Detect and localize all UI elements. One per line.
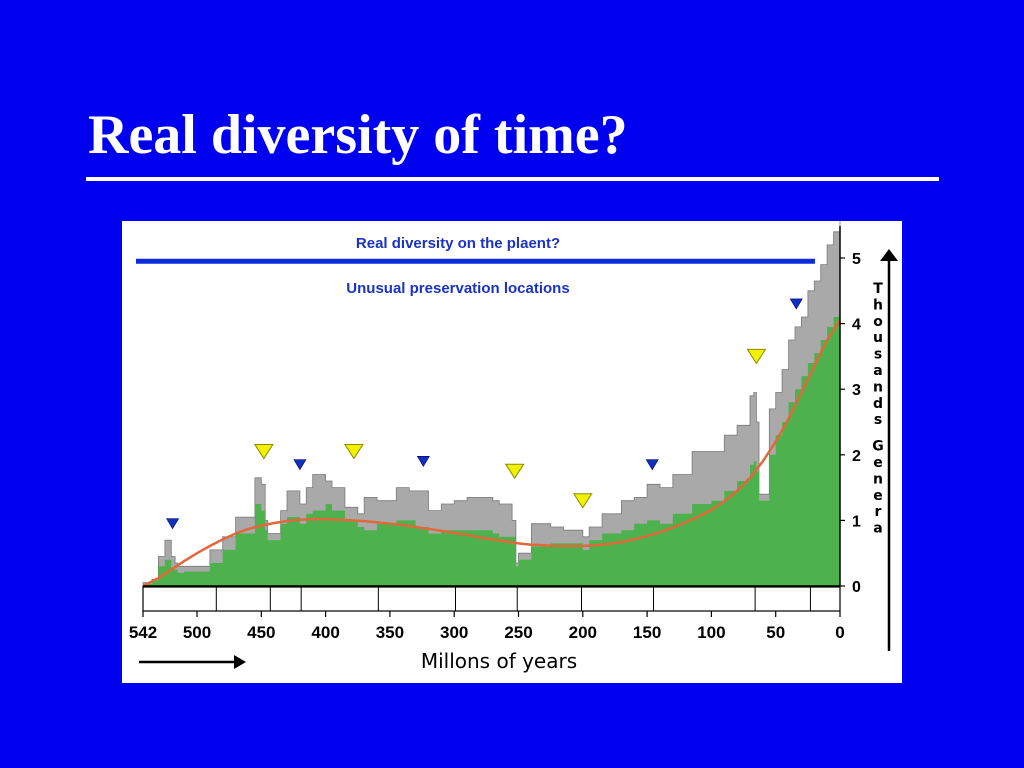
y-axis-label-letter: n — [873, 471, 883, 487]
x-tick-label: 542 — [129, 623, 157, 642]
chart-areas — [142, 221, 841, 587]
x-tick-label: 350 — [376, 623, 404, 642]
x-tick-label: 250 — [504, 623, 532, 642]
x-tick-label: 200 — [569, 623, 597, 642]
y-axis-label-letter: o — [873, 314, 883, 330]
x-tick-label: 50 — [766, 623, 785, 642]
y-axis-label-letter: h — [873, 297, 883, 313]
trend-line — [142, 319, 842, 588]
y-axis-label-letter: n — [873, 379, 883, 395]
marker-blue-4 — [416, 456, 430, 467]
chart-trend — [142, 319, 842, 588]
chart-markers — [166, 298, 803, 530]
preservation-label: Unusual preservation locations — [346, 280, 569, 297]
marker-blue-2 — [293, 459, 307, 471]
marker-yellow-1 — [253, 444, 274, 460]
y-axis-label-letter: a — [873, 363, 882, 379]
y-axis-label-letter: s — [874, 347, 882, 363]
x-tick-label: 500 — [183, 623, 211, 642]
y-axis-label-letter: d — [873, 396, 883, 412]
observed-diversity-area — [142, 221, 841, 587]
x-tick-label: 300 — [440, 623, 468, 642]
y-axis-label-letter: e — [873, 488, 883, 504]
y-tick-label: 2 — [852, 448, 861, 465]
time-scale-bar — [142, 586, 841, 612]
x-tick-label: 400 — [311, 623, 339, 642]
marker-blue-9 — [789, 298, 803, 310]
y-tick-label: 1 — [852, 513, 861, 530]
x-axis-label: Millons of years — [421, 649, 577, 673]
x-tick-label: 100 — [697, 623, 725, 642]
y-tick-label: 4 — [852, 317, 861, 334]
y-axis-label-letter: G — [872, 439, 884, 455]
chart-annotations: Real diversity on the plaent? Unusual pre… — [136, 235, 815, 297]
y-tick-label: 3 — [852, 382, 861, 399]
marker-yellow-8 — [746, 348, 767, 365]
real-diversity-label: Real diversity on the plaent? — [356, 235, 560, 252]
title-divider — [86, 177, 939, 181]
y-tick-label: 5 — [852, 251, 861, 268]
x-tick-label: 150 — [633, 623, 661, 642]
y-axis-label-letter: u — [873, 330, 883, 346]
marker-yellow-6 — [572, 493, 593, 509]
slide-title: Real diversity of time? — [88, 104, 628, 166]
y-arrow-head — [880, 249, 898, 261]
marker-yellow-5 — [504, 463, 525, 480]
x-tick-label: 450 — [247, 623, 275, 642]
chart-panel: 0 1 2 3 4 5 542 500 450 400 350 300 250 200 150 100 50 0 M… — [122, 221, 902, 683]
y-tick-label: 0 — [852, 579, 861, 596]
marker-blue-7 — [645, 459, 659, 471]
y-axis-label-letter: r — [875, 504, 882, 520]
y-axis-label-letter: e — [873, 455, 883, 471]
x-tick-label: 0 — [835, 623, 844, 642]
sampled-diversity-area — [143, 307, 840, 586]
y-axis-label-letter: a — [873, 521, 882, 537]
time-arrow-head — [234, 655, 246, 669]
y-axis-label-letter: s — [874, 412, 882, 428]
marker-yellow-3 — [343, 444, 364, 460]
marker-blue-0 — [166, 518, 180, 530]
y-axis-label-letter: T — [873, 281, 883, 297]
